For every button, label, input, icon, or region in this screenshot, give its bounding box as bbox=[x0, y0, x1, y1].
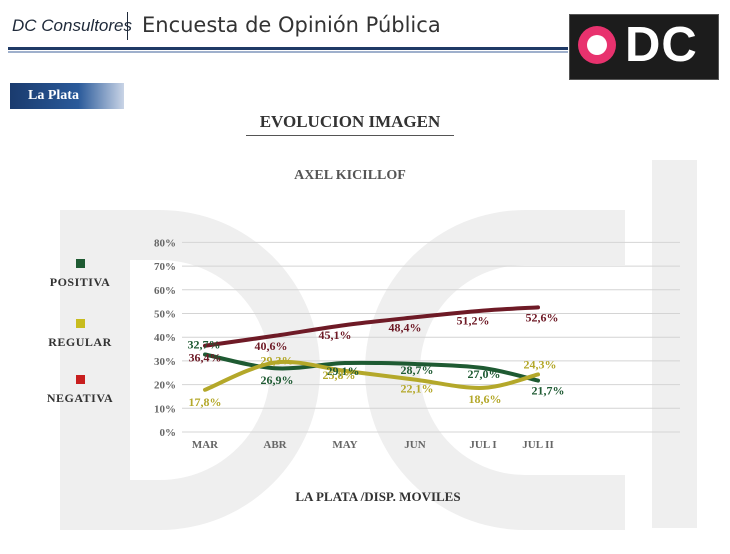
brand-name: DC Consultores bbox=[12, 16, 132, 35]
x-axis-ticks: MAR ABR MAY JUN JUL I JUL II bbox=[192, 439, 554, 451]
data-label-negativa: 40,6% bbox=[255, 339, 288, 353]
header-divider bbox=[127, 12, 128, 40]
series-line-negativa bbox=[203, 305, 540, 348]
data-label-regular: 24,3% bbox=[524, 357, 557, 371]
legend-label-regular: REGULAR bbox=[48, 335, 112, 349]
data-label-regular: 17,8% bbox=[189, 395, 222, 409]
data-label-positiva: 29,1% bbox=[327, 364, 360, 378]
logo-ring-icon bbox=[578, 26, 616, 64]
x-tick-label: JUL II bbox=[522, 439, 554, 451]
header-rule bbox=[8, 47, 568, 50]
y-tick-label: 30% bbox=[154, 356, 176, 368]
y-tick-label: 0% bbox=[160, 427, 177, 439]
region-tab[interactable]: La Plata bbox=[10, 83, 124, 109]
data-label-regular: 22,1% bbox=[401, 382, 434, 396]
data-label-negativa: 45,1% bbox=[319, 328, 352, 342]
data-label-negativa: 36,4% bbox=[189, 351, 222, 365]
y-axis-ticks: 0% 10% 20% 30% 40% 50% 60% 70% 80% bbox=[154, 237, 176, 439]
x-tick-label: MAR bbox=[192, 439, 219, 451]
series-lines bbox=[203, 305, 540, 392]
data-label-regular: 29,3% bbox=[261, 354, 294, 368]
legend-swatch-negativa bbox=[75, 375, 85, 384]
data-label-positiva: 26,9% bbox=[261, 373, 294, 387]
legend-swatch-positiva bbox=[75, 259, 85, 268]
data-label-positiva: 28,7% bbox=[401, 363, 434, 377]
data-label-negativa: 52,6% bbox=[526, 310, 559, 324]
y-tick-label: 60% bbox=[154, 285, 176, 297]
header-rule-light bbox=[8, 51, 568, 53]
data-label-positiva: 32,7% bbox=[188, 338, 221, 352]
x-tick-label: JUL I bbox=[469, 439, 496, 451]
y-tick-label: 20% bbox=[154, 380, 176, 392]
x-axis-label: LA PLATA /DISP. MOVILES bbox=[295, 489, 461, 504]
legend-item-positiva: POSITIVA bbox=[30, 259, 130, 290]
legend-label-positiva: POSITIVA bbox=[49, 275, 111, 289]
x-tick-label: ABR bbox=[263, 439, 287, 451]
chart-subtitle: AXEL KICILLOF bbox=[294, 168, 406, 183]
data-label-negativa: 51,2% bbox=[457, 314, 490, 328]
x-tick-label: JUN bbox=[404, 439, 425, 451]
chart-title: EVOLUCION IMAGEN bbox=[259, 112, 441, 131]
page-title: Encuesta de Opinión Pública bbox=[142, 13, 441, 37]
y-tick-label: 10% bbox=[154, 403, 176, 415]
y-tick-label: 80% bbox=[154, 237, 176, 249]
data-label-positiva: 21,7% bbox=[532, 384, 565, 398]
y-tick-label: 70% bbox=[154, 261, 176, 273]
legend-item-regular: REGULAR bbox=[30, 319, 130, 350]
chart-title-underline bbox=[246, 135, 454, 136]
series-line-regular bbox=[203, 359, 540, 392]
series-line-positiva bbox=[203, 352, 540, 383]
odc-logo: DC bbox=[569, 14, 719, 80]
data-label-negativa: 48,4% bbox=[389, 320, 422, 334]
watermark-bar bbox=[652, 160, 697, 528]
y-tick-label: 40% bbox=[154, 332, 176, 344]
data-label-regular: 25,8% bbox=[323, 368, 356, 382]
legend-label-negativa: NEGATIVA bbox=[46, 391, 114, 405]
data-label-positiva: 27,0% bbox=[468, 367, 501, 381]
logo-text: DC bbox=[625, 18, 698, 72]
y-tick-label: 50% bbox=[154, 309, 176, 321]
legend-swatch-regular bbox=[75, 319, 85, 328]
x-tick-label: MAY bbox=[332, 439, 357, 451]
data-label-regular: 18,6% bbox=[469, 392, 502, 406]
legend-item-negativa: NEGATIVA bbox=[30, 375, 130, 406]
data-labels: 32,7% 26,9% 29,1% 28,7% 27,0% 21,7% 17,8% 29,3%… bbox=[188, 310, 565, 408]
